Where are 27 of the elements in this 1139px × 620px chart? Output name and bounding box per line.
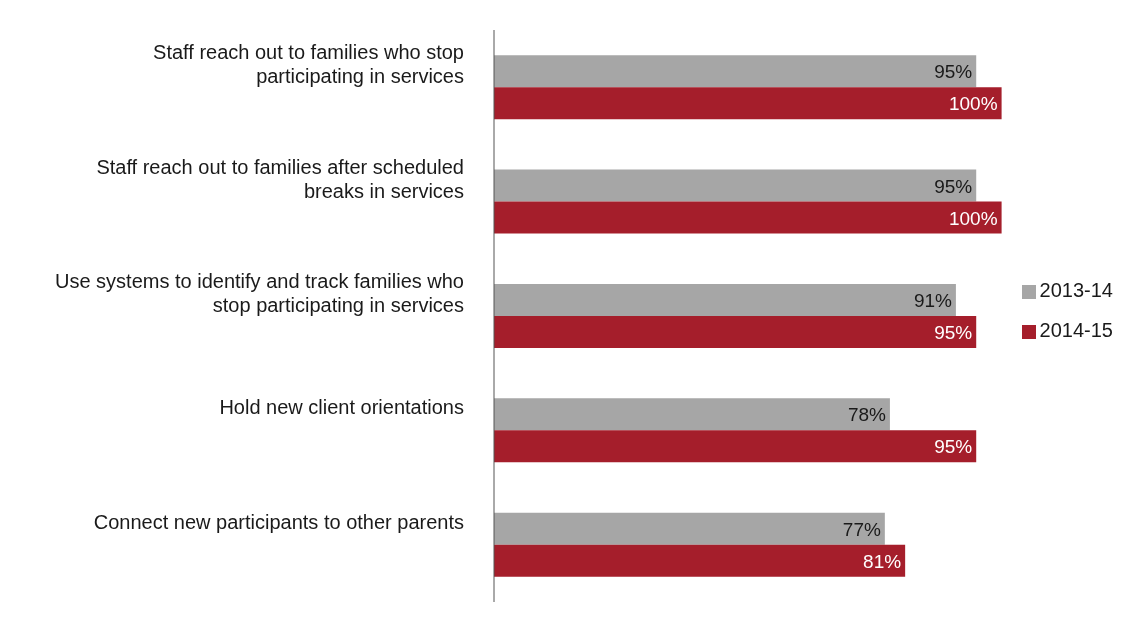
bar [494, 430, 977, 463]
bar [494, 55, 977, 88]
bar [494, 315, 977, 348]
data-label: 100% [948, 93, 998, 115]
data-label: 91% [913, 289, 953, 311]
data-label: 95% [934, 321, 973, 343]
y-tick-label: Hold new client orientations [219, 396, 464, 419]
data-label: 81% [863, 550, 902, 572]
bar [494, 544, 906, 577]
bar [494, 512, 885, 545]
bar [494, 87, 1002, 120]
y-tick-label: Staff reach out to families who stop participating in services [153, 41, 464, 88]
y-tick-label: Staff reach out to families after scheduled breaks in services [96, 155, 464, 202]
y-tick-label: Use systems to identify and track families who stop participating in services [54, 270, 464, 316]
data-label: 78% [847, 404, 887, 426]
y-tick-label: Connect new participants to other parents [93, 510, 464, 533]
bar [494, 398, 890, 431]
data-label: 100% [948, 207, 998, 229]
data-label: 77% [842, 518, 881, 540]
bar [494, 201, 1002, 234]
bar [494, 169, 977, 202]
data-label: 95% [934, 61, 973, 83]
bar [494, 283, 956, 316]
data-label: 95% [934, 436, 973, 458]
data-label: 95% [934, 175, 973, 197]
legend-label: 2013-14 [1039, 279, 1113, 301]
legend-label: 2014-15 [1039, 319, 1113, 341]
